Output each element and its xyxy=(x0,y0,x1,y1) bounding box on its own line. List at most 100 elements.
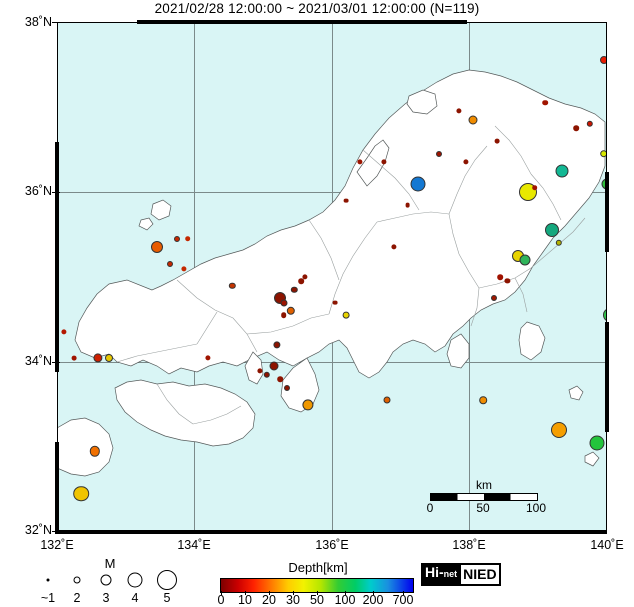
epicenter-marker xyxy=(104,353,113,362)
map-edge-right xyxy=(605,172,609,252)
axis-label-lon-134: 134˚E xyxy=(177,538,211,552)
magnitude-label-2: 2 xyxy=(73,591,81,605)
epicenter-marker xyxy=(545,223,559,238)
epicenter-marker xyxy=(174,235,181,242)
epicenter-marker xyxy=(286,306,295,316)
depth-tick-700 xyxy=(403,591,404,595)
epicenter-marker xyxy=(497,274,504,280)
depth-tick-100 xyxy=(345,591,346,595)
epicenter-marker xyxy=(302,398,314,411)
depth-tick-0 xyxy=(221,591,222,595)
depth-legend-title: Depth[km] xyxy=(288,560,348,575)
depth-tick-200 xyxy=(373,591,374,595)
epicenter-marker xyxy=(586,120,594,128)
epicenter-marker xyxy=(555,239,563,247)
epicenter-marker xyxy=(298,278,304,285)
magnitude-symbol-3 xyxy=(100,574,112,586)
magnitude-symbol-5 xyxy=(157,570,177,590)
epicenter-marker xyxy=(229,282,236,289)
page-title: 2021/02/28 12:00:00 ~ 2021/03/01 12:00:0… xyxy=(154,1,480,16)
depth-label-200: 200 xyxy=(362,593,384,607)
magnitude-legend-title: M xyxy=(104,556,116,571)
depth-label-700: 700 xyxy=(392,593,414,607)
epicenter-marker xyxy=(504,278,510,284)
epicenter-marker xyxy=(599,149,607,158)
hinet-nied-logo: Hi-net NIED xyxy=(421,563,501,586)
map-edge-right-2 xyxy=(605,322,609,432)
depth-label-100: 100 xyxy=(334,593,356,607)
epicenter-marker xyxy=(89,446,101,457)
depth-tick-50 xyxy=(317,591,318,595)
epicenter-marker xyxy=(269,361,279,371)
map-edge-top xyxy=(137,20,467,24)
map-edge-bottom xyxy=(57,530,607,534)
epicenter-marker xyxy=(150,241,163,254)
epicenter-marker xyxy=(93,353,103,363)
logo-nied: NIED xyxy=(459,565,499,584)
logo-hinet: Hi-net xyxy=(423,564,460,584)
scale-tick-50: 50 xyxy=(476,501,490,515)
depth-label-0: 0 xyxy=(217,593,225,607)
coastline-layer xyxy=(57,69,606,477)
epicenter-marker xyxy=(573,125,579,132)
axis-tick-lat-32 xyxy=(52,531,60,532)
epicenter-marker xyxy=(380,159,387,165)
epicenter-marker xyxy=(167,261,174,268)
map-canvas xyxy=(57,22,607,532)
epicenter-marker xyxy=(290,286,298,293)
epicenter-marker xyxy=(205,355,211,361)
epicenter-marker xyxy=(342,311,350,319)
epicenter-marker xyxy=(494,138,500,144)
epicenter-marker xyxy=(273,341,281,349)
epicenter-marker xyxy=(281,312,287,319)
map-edge-left xyxy=(55,142,59,372)
epicenter-marker xyxy=(356,159,363,165)
epicenter-marker xyxy=(463,159,469,165)
magnitude-label-approx1: ~1 xyxy=(40,591,56,605)
axis-label-lon-140: 140˚E xyxy=(590,538,624,552)
epicenter-marker xyxy=(468,115,478,125)
epicenter-marker xyxy=(456,108,462,114)
axis-label-lat-36: 36˚N xyxy=(24,184,52,198)
epicenter-marker xyxy=(555,164,569,178)
magnitude-symbol-approx1 xyxy=(46,578,50,582)
axis-tick-lat-38 xyxy=(52,22,60,23)
depth-label-50: 50 xyxy=(310,593,324,607)
epicenter-marker xyxy=(391,244,397,250)
scale-tick-0: 0 xyxy=(426,501,434,515)
magnitude-legend: M ~1 2 3 4 5 xyxy=(30,556,190,605)
depth-tick-20 xyxy=(269,591,270,595)
epicenter-marker xyxy=(383,396,391,404)
epicenter-marker xyxy=(490,295,497,302)
epicenter-marker xyxy=(277,376,284,382)
logo-hi-text: Hi- xyxy=(425,564,444,580)
epicenter-marker xyxy=(284,384,291,391)
epicenter-marker xyxy=(257,367,263,374)
epicenter-marker xyxy=(301,274,308,280)
epicenter-marker xyxy=(479,396,488,405)
magnitude-symbol-2 xyxy=(73,576,81,584)
axis-tick-lat-36 xyxy=(52,192,60,193)
epicenter-marker xyxy=(589,435,605,451)
epicenter-marker xyxy=(410,176,426,191)
epicenter-marker xyxy=(343,198,349,203)
epicenter-marker xyxy=(263,371,270,378)
gridline-lat-36 xyxy=(57,192,607,193)
depth-tick-30 xyxy=(293,591,294,595)
axis-label-lat-34: 34˚N xyxy=(24,354,52,368)
epicenter-marker xyxy=(405,202,411,208)
magnitude-label-4: 4 xyxy=(131,591,139,605)
depth-label-30: 30 xyxy=(286,593,300,607)
epicenter-marker xyxy=(184,235,191,242)
axis-tick-lat-34 xyxy=(52,362,60,363)
magnitude-label-5: 5 xyxy=(163,591,171,605)
depth-label-10: 10 xyxy=(238,593,252,607)
earthquake-map[interactable] xyxy=(55,20,609,534)
scale-tick-100: 100 xyxy=(525,501,547,515)
scale-unit-label: km xyxy=(476,478,492,492)
epicenter-marker xyxy=(333,300,338,305)
epicenter-marker xyxy=(601,178,607,189)
epicenter-marker xyxy=(280,299,288,306)
epicenter-marker xyxy=(73,485,89,502)
epicenter-marker xyxy=(599,56,607,65)
